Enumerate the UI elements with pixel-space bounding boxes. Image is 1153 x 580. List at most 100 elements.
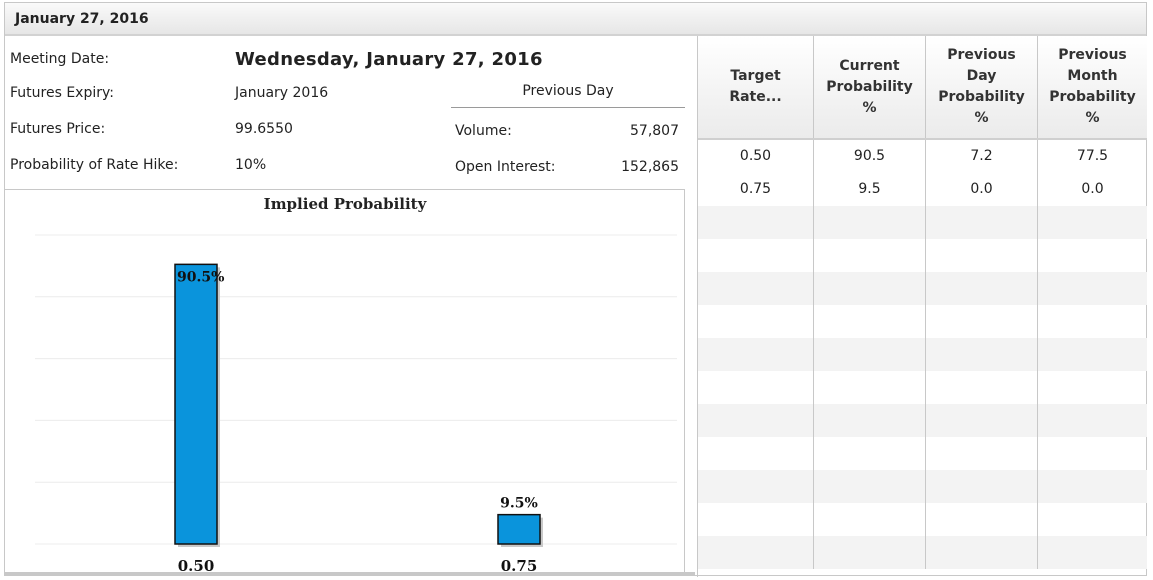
table-cell-empty xyxy=(814,404,926,437)
panel-header: January 27, 2016 xyxy=(5,3,1146,36)
table-cell-empty xyxy=(814,206,926,239)
probability-panel: January 27, 2016 Meeting Date: Wednesday… xyxy=(4,2,1147,577)
table-cell-empty xyxy=(926,272,1038,305)
table-cell-empty xyxy=(698,470,814,503)
prob-hike-value: 10% xyxy=(235,157,267,173)
open-interest-label: Open Interest: xyxy=(455,159,556,175)
futures-expiry-label: Futures Expiry: xyxy=(10,85,114,101)
table-cell-empty xyxy=(698,503,814,536)
cell-current-probability: 90.5 xyxy=(814,140,926,173)
table-header: Target Rate... Current Probability% Previo… xyxy=(698,36,1147,140)
table-row[interactable]: 0.50 90.5 7.2 77.5 xyxy=(698,140,1147,173)
cell-previous-day-probability: 7.2 xyxy=(926,140,1038,173)
header-target-rate[interactable]: Target Rate... xyxy=(698,36,814,138)
meeting-date-value: Wednesday, January 27, 2016 xyxy=(235,49,543,70)
volume-label: Volume: xyxy=(455,123,512,139)
table-row-empty xyxy=(698,503,1147,536)
table-cell-empty xyxy=(814,503,926,536)
table-row-empty xyxy=(698,338,1147,371)
cell-previous-day-probability: 0.0 xyxy=(926,173,1038,206)
volume-value: 57,807 xyxy=(630,123,679,139)
table-row-empty xyxy=(698,206,1147,239)
table-cell-empty xyxy=(814,338,926,371)
table-cell-empty xyxy=(926,503,1038,536)
panel-divider xyxy=(697,36,698,577)
bottom-scrollbar-track xyxy=(5,572,695,575)
table-cell-empty xyxy=(1038,470,1147,503)
table-cell-empty xyxy=(926,338,1038,371)
chart-category-label: 0.75 xyxy=(501,557,538,575)
table-row-empty xyxy=(698,404,1147,437)
header-current-probability[interactable]: Current Probability% xyxy=(814,36,926,138)
chart-bar[interactable] xyxy=(174,263,218,545)
table-cell-empty xyxy=(1038,206,1147,239)
table-cell-empty xyxy=(1038,536,1147,569)
table-row-empty xyxy=(698,239,1147,272)
chart-container xyxy=(5,189,685,575)
cell-target-rate: 0.75 xyxy=(698,173,814,206)
cell-target-rate: 0.50 xyxy=(698,140,814,173)
table-cell-empty xyxy=(1038,338,1147,371)
table-cell-empty xyxy=(1038,437,1147,470)
table-cell-empty xyxy=(926,437,1038,470)
table-cell-empty xyxy=(1038,239,1147,272)
probability-table: Target Rate... Current Probability% Previo… xyxy=(698,36,1147,569)
previous-day-title: Previous Day xyxy=(522,83,614,99)
previous-day-divider xyxy=(451,107,685,108)
panel-title: January 27, 2016 xyxy=(15,11,149,27)
table-cell-empty xyxy=(698,305,814,338)
table-cell-empty xyxy=(814,470,926,503)
chart-data-label: 90.5% xyxy=(177,269,224,285)
table-cell-empty xyxy=(1038,404,1147,437)
cell-previous-month-probability: 0.0 xyxy=(1081,181,1104,197)
table-cell-empty xyxy=(698,371,814,404)
table-row-empty xyxy=(698,437,1147,470)
table-cell-empty xyxy=(698,404,814,437)
table-cell-empty xyxy=(1038,272,1147,305)
table-cell-empty xyxy=(814,371,926,404)
table-cell-empty xyxy=(926,404,1038,437)
table-row-empty xyxy=(698,536,1147,569)
table-cell-empty xyxy=(926,536,1038,569)
table-cell-empty xyxy=(926,305,1038,338)
table-cell-empty xyxy=(698,272,814,305)
chart-title: Implied Probability xyxy=(263,195,427,213)
prob-hike-label: Probability of Rate Hike: xyxy=(10,157,179,173)
cell-previous-month-probability: 77.5 xyxy=(1076,148,1109,164)
table-cell-empty xyxy=(814,536,926,569)
table-empty-rows xyxy=(698,206,1147,569)
table-cell-empty xyxy=(1038,503,1147,536)
open-interest-value: 152,865 xyxy=(621,159,679,175)
table-row[interactable]: 0.75 9.5 0.0 0.0 xyxy=(698,173,1147,206)
table-cell-empty xyxy=(926,206,1038,239)
table-row-empty xyxy=(698,470,1147,503)
futures-price-label: Futures Price: xyxy=(10,121,106,137)
table-cell-empty xyxy=(926,470,1038,503)
meeting-date-label: Meeting Date: xyxy=(10,51,110,67)
chart-bar[interactable] xyxy=(497,513,541,545)
table-cell-empty xyxy=(698,239,814,272)
header-previous-month-probability[interactable]: Previous Month Probability% xyxy=(1049,47,1136,126)
table-cell-empty xyxy=(1038,371,1147,404)
table-cell-empty xyxy=(698,536,814,569)
table-cell-empty xyxy=(698,338,814,371)
futures-price-value: 99.6550 xyxy=(235,121,293,137)
implied-probability-chart: 90.5% 0.50 9.5% 0.75 xyxy=(35,234,677,575)
table-cell-empty xyxy=(698,437,814,470)
cell-current-probability: 9.5 xyxy=(814,173,926,206)
table-row-empty xyxy=(698,272,1147,305)
table-cell-empty xyxy=(1038,305,1147,338)
table-row-empty xyxy=(698,371,1147,404)
table-cell-empty xyxy=(926,371,1038,404)
table-row-empty xyxy=(698,305,1147,338)
table-cell-empty xyxy=(698,206,814,239)
chart-category-label: 0.50 xyxy=(178,557,215,575)
futures-expiry-value: January 2016 xyxy=(235,85,329,101)
table-cell-empty xyxy=(814,239,926,272)
table-cell-empty xyxy=(814,437,926,470)
chart-data-label: 9.5% xyxy=(500,496,538,512)
header-previous-day-probability[interactable]: Previous Day Probability% xyxy=(926,36,1038,138)
table-cell-empty xyxy=(814,305,926,338)
table-cell-empty xyxy=(814,272,926,305)
table-cell-empty xyxy=(926,239,1038,272)
